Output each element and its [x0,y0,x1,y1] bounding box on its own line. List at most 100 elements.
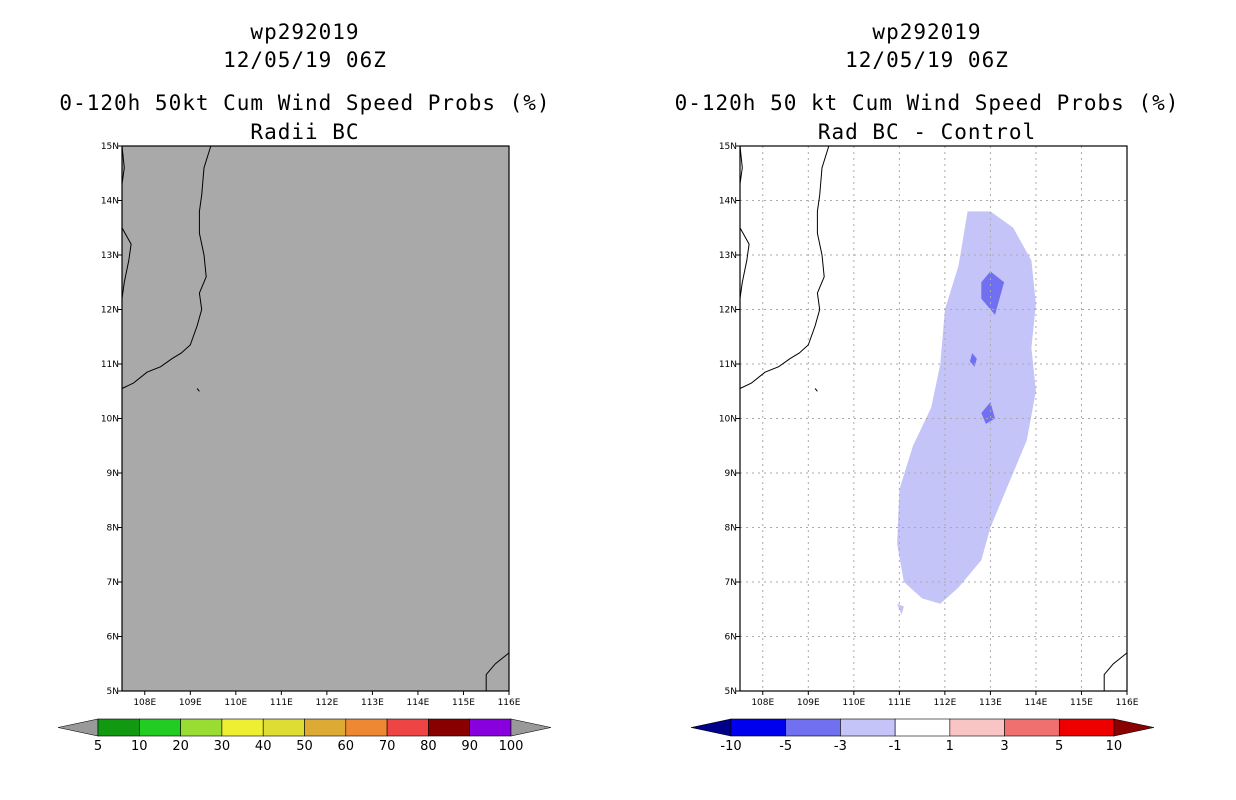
right-contour-4 [981,402,995,424]
right-y-tick-label-7: 12N [719,306,737,316]
left-x-tick-label-8: 116E [498,698,521,708]
right-x-tick-label-3: 111E [888,698,911,708]
left-colorbar-label-9: 90 [461,739,478,754]
right-y-tick-label-2: 7N [725,578,737,588]
right-colorbar-swatch-0 [730,718,787,737]
right-colorbar-swatch-3 [894,718,951,737]
left-colorbar-swatch-9 [469,718,512,737]
left-coastline-vietnam [121,145,212,389]
left-title-line4: Radii BC [250,120,360,144]
left-colorbar-label-4: 40 [255,739,272,754]
right-x-tick-label-1: 109E [797,698,820,708]
left-x-tick-label-6: 114E [407,698,430,708]
right-contour-2 [981,271,1005,315]
left-colorbar: 5 10 20 30 40 50 60 70 80 90 100 [57,718,552,754]
right-title-line1: wp292019 [872,20,982,44]
right-title-line2: 12/05/19 06Z [845,48,1009,72]
right-x-tick-label-7: 115E [1070,698,1093,708]
left-map-panel: 108E 109E 110E 111E 112E 113E 114E 115E 116E 5N 6N… [101,142,521,708]
right-x-tick-label-2: 110E [842,698,865,708]
right-colorbar-label-4: 1 [946,739,954,754]
right-x-tick-label-0: 108E [751,698,774,708]
left-coastline-cambodia [121,145,132,299]
right-y-tick-label-4: 9N [725,469,737,479]
left-colorbar-label-5: 50 [296,739,313,754]
right-colorbar-label-3: -1 [889,739,902,754]
left-title-line3: 0-120h 50kt Cum Wind Speed Probs (%) [59,91,551,115]
right-coastline-cambodia [739,145,750,299]
right-colorbar-label-7: 10 [1106,739,1123,754]
right-y-tick-label-1: 6N [725,633,737,643]
left-colorbar-label-2: 20 [172,739,189,754]
left-colorbar-swatch-5 [304,718,347,737]
right-colorbar-low-arrow [690,718,732,737]
left-colorbar-high-arrow [510,718,552,737]
right-colorbar-label-0: -10 [720,739,741,754]
right-contour-0 [897,211,1036,604]
left-colorbar-low-arrow [57,718,99,737]
left-title-line2: 12/05/19 06Z [223,48,387,72]
right-y-tick-label-10: 15N [719,142,737,152]
left-colorbar-label-8: 80 [420,739,437,754]
left-map-background [122,146,509,691]
right-title-line4: Rad BC - Control [817,120,1037,144]
right-x-tick-label-8: 116E [1116,698,1139,708]
left-colorbar-swatch-2 [180,718,223,737]
left-colorbar-label-10: 100 [499,739,524,754]
left-colorbar-label-6: 60 [338,739,355,754]
left-y-tick-label-10: 15N [101,142,119,152]
right-colorbar-swatch-6 [1058,718,1115,737]
left-x-tick-label-1: 109E [179,698,202,708]
left-y-tick-label-7: 12N [101,306,119,316]
left-x-tick-label-4: 112E [315,698,338,708]
left-colorbar-swatch-4 [262,718,305,737]
left-colorbar-label-3: 30 [214,739,231,754]
right-colorbar-label-1: -5 [779,739,792,754]
left-colorbar-swatch-0 [97,718,140,737]
right-colorbar-label-2: -3 [834,739,847,754]
right-coastline-island [814,388,818,392]
left-y-tick-label-2: 7N [107,578,119,588]
right-colorbar-swatch-2 [840,718,896,737]
left-x-tick-label-5: 113E [361,698,384,708]
left-colorbar-swatch-8 [428,718,470,737]
left-y-tick-label-6: 11N [101,360,119,370]
left-y-tick-label-5: 10N [101,415,119,425]
left-colorbar-swatch-1 [139,718,181,737]
right-coastline-borneo [1103,652,1128,691]
left-x-tick-label-0: 108E [133,698,156,708]
left-x-tick-label-2: 110E [224,698,247,708]
left-colorbar-label-0: 5 [94,739,102,754]
right-x-tick-label-6: 114E [1025,698,1048,708]
right-map-panel: 108E 109E 110E 111E 112E 113E 114E 115E 116E 5N 6N… [719,142,1139,708]
left-coastline-island [196,388,200,392]
right-y-tick-label-5: 10N [719,415,737,425]
right-contour-1 [897,603,904,615]
right-x-tick-label-4: 112E [933,698,956,708]
left-colorbar-swatch-3 [221,718,264,737]
left-y-tick-label-8: 13N [101,251,119,261]
left-y-tick-label-0: 5N [107,687,119,697]
right-y-tick-label-3: 8N [725,524,737,534]
right-colorbar-swatch-1 [785,718,841,737]
right-contour-3 [969,353,977,367]
right-coastline-vietnam [739,145,830,389]
left-y-tick-label-4: 9N [107,469,119,479]
left-x-tick-label-7: 115E [452,698,475,708]
left-y-tick-label-9: 14N [101,197,119,207]
right-colorbar-swatch-4 [949,718,1005,737]
right-colorbar-swatch-5 [1004,718,1060,737]
left-colorbar-label-1: 10 [131,739,148,754]
left-title-line1: wp292019 [250,20,360,44]
right-colorbar-label-6: 5 [1055,739,1063,754]
right-y-tick-label-9: 14N [719,197,737,207]
right-x-tick-label-5: 113E [979,698,1002,708]
right-colorbar-high-arrow [1113,718,1155,737]
left-colorbar-label-7: 70 [379,739,396,754]
right-colorbar: -10 -5 -3 -1 1 3 5 10 [690,718,1155,754]
left-coastline-borneo [485,652,510,691]
left-y-tick-label-3: 8N [107,524,119,534]
left-y-tick-label-1: 6N [107,633,119,643]
left-x-tick-label-3: 111E [270,698,293,708]
